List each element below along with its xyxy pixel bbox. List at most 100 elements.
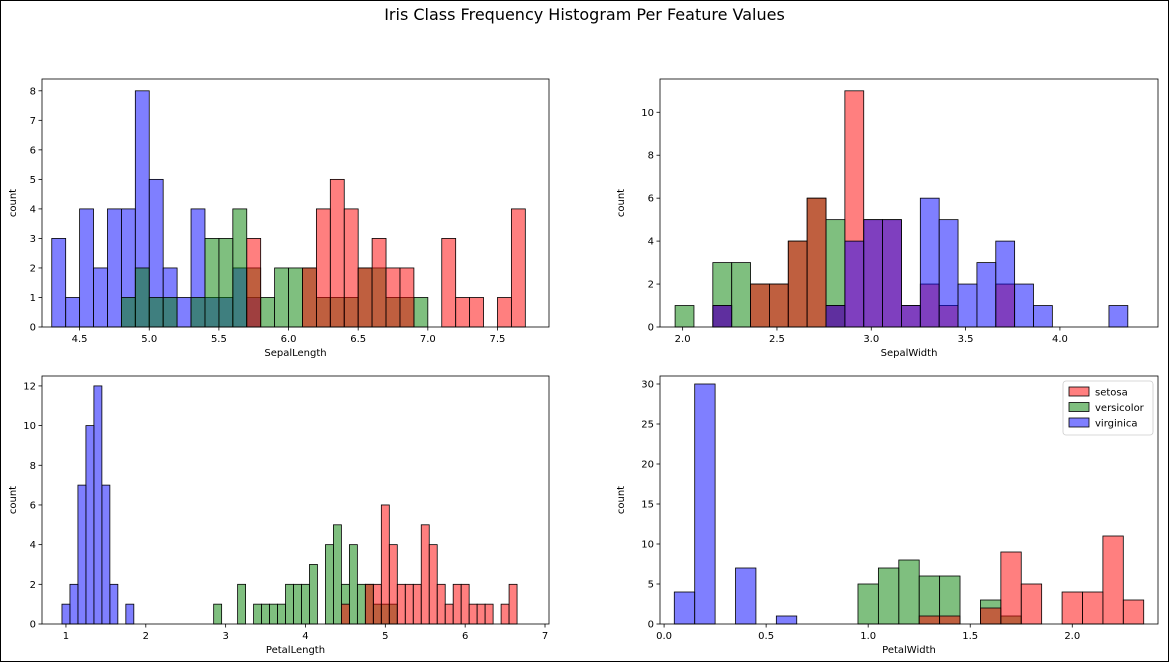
y-tick-label: 7 <box>30 116 36 127</box>
y-tick-label: 8 <box>30 461 36 472</box>
chart-panel-sepallength: 4.5 5.0 5.5 6.0 6.5 7.0 7.5 0 1 2 3 4 5 6 7 8 SepalLengt… <box>8 78 550 359</box>
axes-frame <box>659 375 1159 625</box>
bar <box>371 238 387 328</box>
bar <box>333 524 342 625</box>
bar <box>901 305 921 328</box>
x-tick-label: 2.0 <box>1064 631 1080 642</box>
y-tick-label: 5 <box>30 175 36 186</box>
x-tick-label: 0.0 <box>656 631 672 642</box>
y-tick-label: 30 <box>641 380 654 391</box>
x-tick-label: 6.5 <box>350 334 366 345</box>
y-tick-label: 5 <box>648 580 654 591</box>
y-tick-label: 2 <box>30 580 36 591</box>
bar <box>1082 591 1104 625</box>
y-tick-label: 1 <box>30 293 36 304</box>
x-tick-label: 1.0 <box>860 631 876 642</box>
x-tick-label: 6.0 <box>281 334 297 345</box>
x-tick-label: 7.5 <box>490 334 506 345</box>
chart-panel-petalwidth: 0.0 0.5 1.0 1.5 2.0 0 5 10 15 20 25 30 PetalWidth cou… <box>616 375 1159 656</box>
bar <box>404 583 414 625</box>
y-tick-label: 10 <box>641 108 654 119</box>
y-tick-label: 12 <box>23 381 36 392</box>
bar <box>253 603 262 625</box>
bar <box>101 484 111 625</box>
bar <box>148 297 164 328</box>
x-axis-label: PetalWidth <box>882 645 936 656</box>
x-axis-label: SepalWidth <box>881 348 938 359</box>
y-tick-label: 10 <box>23 421 36 432</box>
bar <box>938 219 959 328</box>
series-setosa <box>918 535 1145 625</box>
bar <box>237 583 246 625</box>
legend-label-versicolor: versicolor <box>1095 403 1145 414</box>
bar <box>396 583 406 625</box>
y-axis-label: count <box>616 189 627 217</box>
x-tick-label: 7 <box>542 631 548 642</box>
legend: setosa versicolor virginica <box>1062 380 1154 436</box>
axes-frame <box>41 375 550 625</box>
y-tick-label: 4 <box>30 204 36 215</box>
bar <box>863 219 883 328</box>
y-axis-label: count <box>8 189 19 217</box>
y-tick-label: 15 <box>641 500 654 511</box>
bar <box>957 283 978 328</box>
bar <box>769 283 789 328</box>
y-tick-label: 3 <box>30 234 36 245</box>
series-virginica <box>712 197 1129 328</box>
bar <box>412 583 422 625</box>
bar <box>898 559 920 625</box>
x-tick-label: 2.5 <box>769 334 785 345</box>
legend-label-setosa: setosa <box>1095 388 1128 399</box>
bar <box>510 208 526 328</box>
bar <box>315 208 331 328</box>
bar <box>980 607 1002 625</box>
y-tick-label: 4 <box>648 237 654 248</box>
bar <box>357 267 373 328</box>
x-tick-label: 1.5 <box>962 631 978 642</box>
bar <box>939 615 961 625</box>
bar <box>919 197 940 328</box>
y-tick-label: 6 <box>30 145 36 156</box>
bar <box>232 208 248 328</box>
bar <box>93 385 103 625</box>
series-virginica <box>51 90 262 328</box>
y-tick-label: 0 <box>648 620 654 631</box>
bar <box>1014 283 1034 328</box>
x-tick-label: 0.5 <box>758 631 774 642</box>
bar <box>176 297 192 328</box>
bar <box>460 583 470 625</box>
series-setosa <box>341 504 518 625</box>
x-axis-label: SepalLength <box>264 348 326 359</box>
x-tick-label: 4 <box>302 631 308 642</box>
bar <box>277 603 286 625</box>
x-tick-label: 4.0 <box>1052 334 1068 345</box>
bar <box>413 297 429 328</box>
bar <box>731 262 751 328</box>
bar <box>388 544 398 625</box>
legend-swatch-setosa <box>1068 386 1090 397</box>
x-tick-label: 7.0 <box>420 334 436 345</box>
bar <box>436 583 446 625</box>
y-tick-label: 20 <box>641 460 654 471</box>
bar <box>260 297 276 328</box>
bar <box>976 262 997 328</box>
bar <box>109 583 119 625</box>
bar <box>372 583 382 625</box>
legend-label-virginica: virginica <box>1095 419 1138 430</box>
bar <box>69 583 79 625</box>
bar <box>500 603 510 625</box>
bar <box>882 219 902 328</box>
bar <box>309 564 318 625</box>
bar <box>134 267 150 328</box>
bar <box>93 267 108 328</box>
bar <box>806 197 827 328</box>
bar <box>65 297 81 328</box>
legend-swatch-virginica <box>1068 417 1090 428</box>
bar <box>1061 591 1083 625</box>
bar <box>775 615 798 625</box>
bar <box>261 603 270 625</box>
bar <box>51 238 67 328</box>
bar <box>293 583 302 625</box>
